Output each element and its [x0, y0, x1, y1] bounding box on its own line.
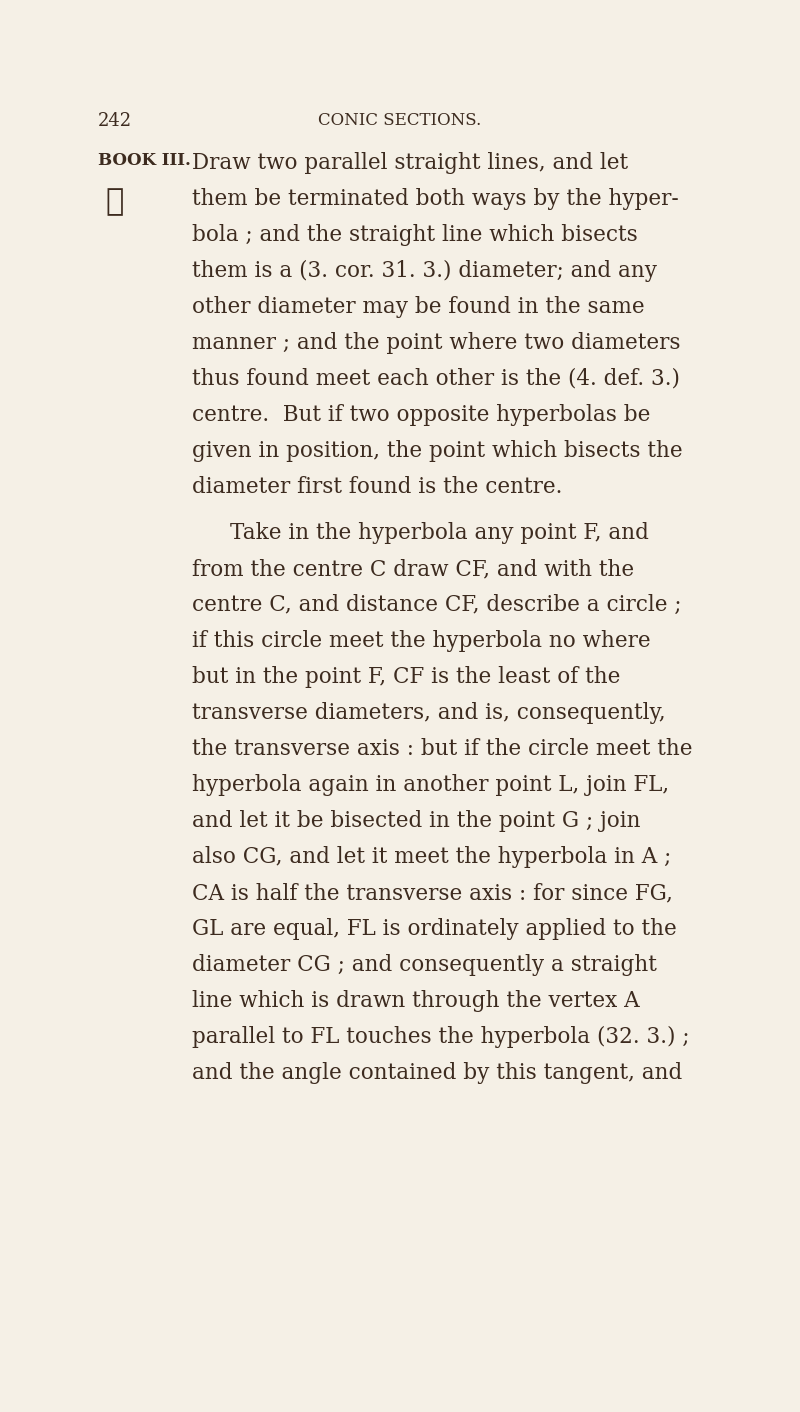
Text: and let it be bisected in the point G ; join: and let it be bisected in the point G ; …: [192, 810, 641, 832]
Text: but in the point F, CF is the least of the: but in the point F, CF is the least of t…: [192, 666, 620, 688]
Text: and the angle contained by this tangent, and: and the angle contained by this tangent,…: [192, 1062, 682, 1084]
Text: Draw two parallel straight lines, and let: Draw two parallel straight lines, and le…: [192, 152, 628, 174]
Text: if this circle meet the hyperbola no where: if this circle meet the hyperbola no whe…: [192, 630, 650, 652]
Text: ⁀: ⁀: [105, 186, 123, 217]
Text: diameter first found is the centre.: diameter first found is the centre.: [192, 476, 562, 498]
Text: CA is half the transverse axis : for since FG,: CA is half the transverse axis : for sin…: [192, 882, 673, 904]
Text: transverse diameters, and is, consequently,: transverse diameters, and is, consequent…: [192, 702, 666, 724]
Text: CONIC SECTIONS.: CONIC SECTIONS.: [318, 112, 482, 128]
Text: centre.  But if two opposite hyperbolas be: centre. But if two opposite hyperbolas b…: [192, 404, 650, 426]
Text: Take in the hyperbola any point F, and: Take in the hyperbola any point F, and: [230, 522, 649, 544]
Text: given in position, the point which bisects the: given in position, the point which bisec…: [192, 441, 682, 462]
Text: GL are equal, FL is ordinately applied to the: GL are equal, FL is ordinately applied t…: [192, 918, 677, 940]
Text: bola ; and the straight line which bisects: bola ; and the straight line which bisec…: [192, 225, 638, 246]
Text: diameter CG ; and consequently a straight: diameter CG ; and consequently a straigh…: [192, 955, 657, 976]
Text: centre C, and distance CF, describe a circle ;: centre C, and distance CF, describe a ci…: [192, 594, 682, 616]
Text: from the centre C draw CF, and with the: from the centre C draw CF, and with the: [192, 558, 634, 580]
Text: line which is drawn through the vertex A: line which is drawn through the vertex A: [192, 990, 640, 1012]
Text: thus found meet each other is the (4. def. 3.): thus found meet each other is the (4. de…: [192, 369, 680, 390]
Text: them is a (3. cor. 31. 3.) diameter; and any: them is a (3. cor. 31. 3.) diameter; and…: [192, 260, 657, 282]
Text: the transverse axis : but if the circle meet the: the transverse axis : but if the circle …: [192, 738, 693, 760]
Text: manner ; and the point where two diameters: manner ; and the point where two diamete…: [192, 332, 681, 354]
Text: 242: 242: [98, 112, 132, 130]
Text: parallel to FL touches the hyperbola (32. 3.) ;: parallel to FL touches the hyperbola (32…: [192, 1027, 690, 1048]
Text: BOOK III.: BOOK III.: [98, 152, 191, 169]
Text: also CG, and let it meet the hyperbola in A ;: also CG, and let it meet the hyperbola i…: [192, 846, 671, 868]
Text: other diameter may be found in the same: other diameter may be found in the same: [192, 297, 645, 318]
Text: hyperbola again in another point L, join FL,: hyperbola again in another point L, join…: [192, 774, 669, 796]
Text: them be terminated both ways by the hyper-: them be terminated both ways by the hype…: [192, 188, 678, 210]
